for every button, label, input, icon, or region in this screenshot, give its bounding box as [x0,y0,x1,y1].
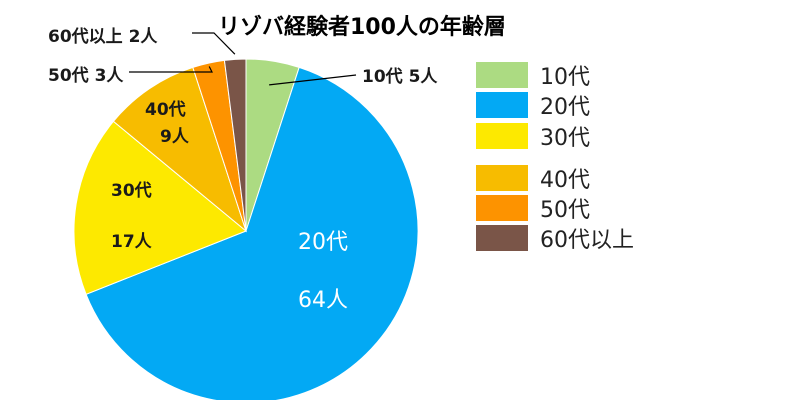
legend-swatch-30s [476,123,528,149]
data-label-20s-count: 64人 [298,288,348,313]
slice-20s [85,66,419,400]
legend-label-60s-plus: 60代以上 [540,228,634,253]
data-label-10s: 10代 5人 [362,66,438,87]
legend-swatch-10s [476,62,528,88]
data-label-40s-count: 9人 [160,127,190,147]
data-label-50s: 50代 3人 [48,65,124,86]
data-label-20s-category: 20代 [298,230,348,255]
slice-30s [73,120,247,295]
data-label-40s-category: 40代 [145,99,186,120]
slice-60s-plus [223,58,247,232]
data-labels: 10代 5人 20代 64人 30代 17人 40代 9人 50代 3人 60代… [48,26,438,313]
legend-swatch-50s [476,195,528,221]
legend: 10代 20代 30代 40代 50代 60代以上 [476,62,634,253]
legend-swatch-60s-plus [476,225,528,251]
legend-label-10s: 10代 [540,65,590,90]
legend-label-20s: 20代 [540,95,590,120]
slice-40s [112,66,248,233]
leader-lines [129,32,357,86]
legend-label-30s: 30代 [540,126,590,151]
legend-swatch-20s [476,92,528,118]
pie-slices [73,58,419,400]
leader-line-60s-plus [192,32,236,55]
legend-label-40s: 40代 [540,168,590,193]
data-label-30s-category: 30代 [111,180,152,201]
legend-swatch-40s [476,165,528,191]
chart-title: リゾバ経験者100人の年齢層 [218,14,506,40]
data-label-30s-count: 17人 [111,232,153,252]
leader-line-50s [129,66,213,73]
leader-line-10s [269,74,357,86]
data-label-60s-plus: 60代以上 2人 [48,26,158,47]
legend-label-50s: 50代 [540,198,590,223]
